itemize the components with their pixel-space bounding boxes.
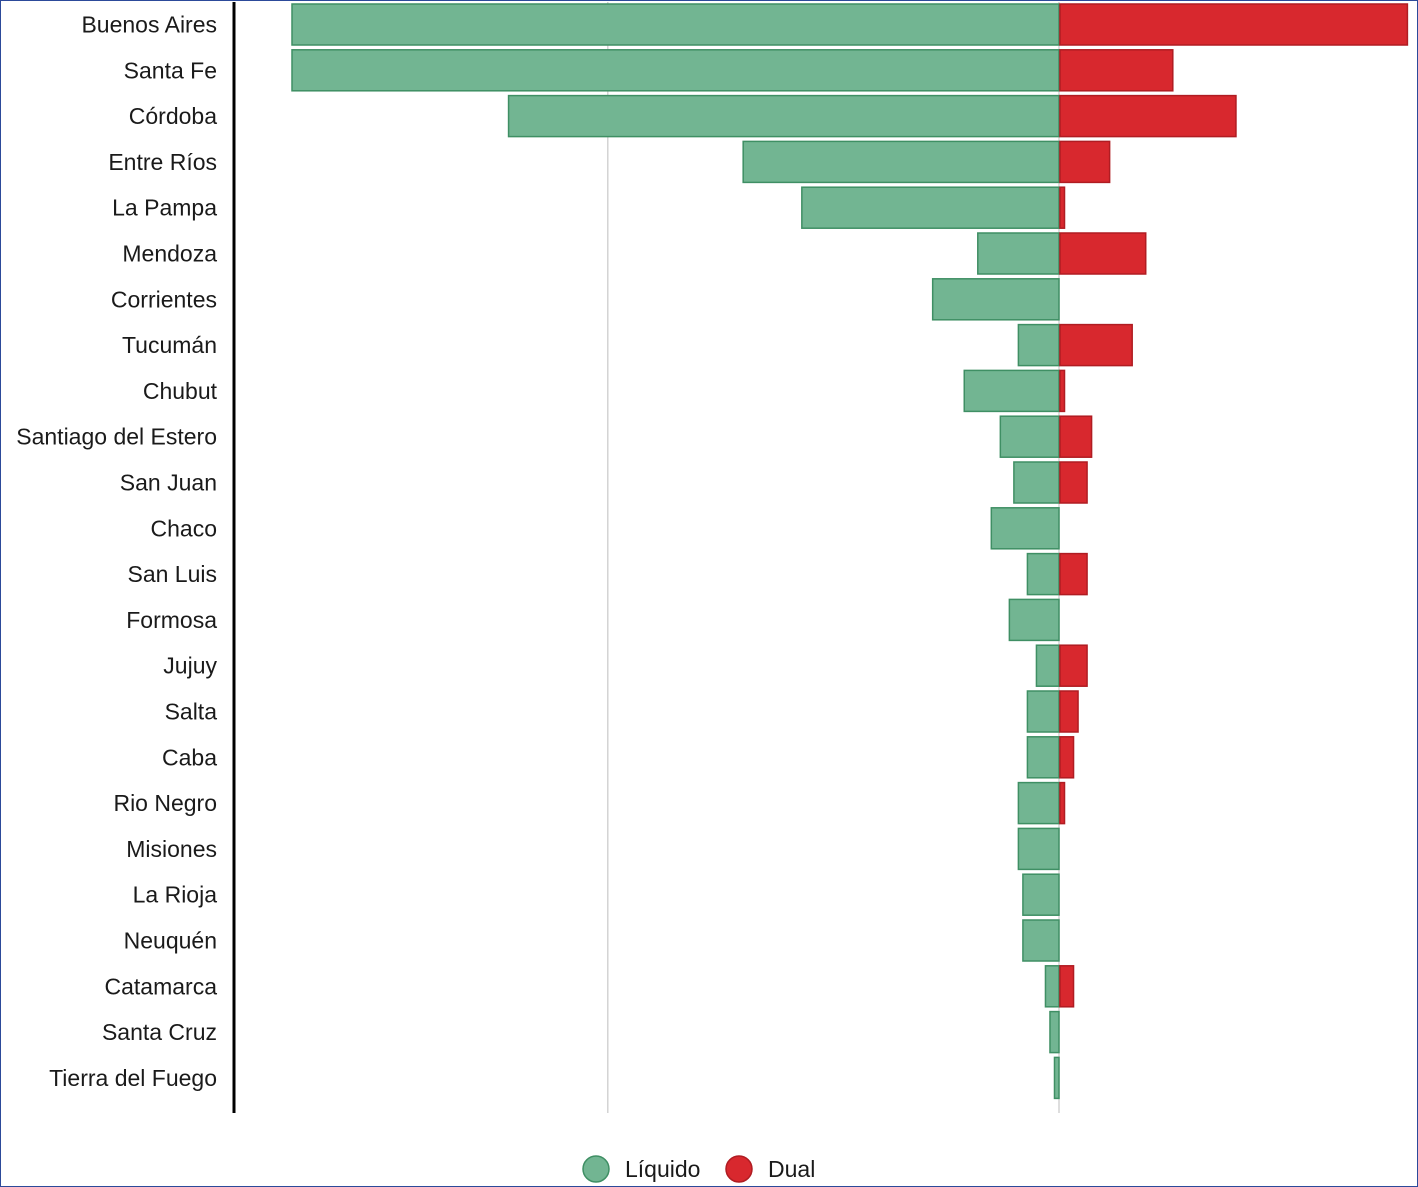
bar-dual-caba[interactable] [1059, 736, 1075, 779]
category-label-catamarca: Catamarca [105, 973, 218, 999]
bar-liquido-entre-rios[interactable] [742, 140, 1060, 184]
bar-dual-san-luis[interactable] [1059, 552, 1088, 596]
legend-swatch-liquido [582, 1155, 610, 1183]
bar-liquido-chaco[interactable] [990, 507, 1060, 550]
bar-liquido-buenos-aires[interactable] [291, 3, 1060, 46]
bar-dual-salta[interactable] [1059, 690, 1079, 733]
category-label-entre-rios: Entre Ríos [108, 149, 217, 175]
bar-liquido-santiago-del-estero[interactable] [999, 415, 1060, 458]
category-label-buenos-aires: Buenos Aires [81, 12, 217, 38]
category-label-misiones: Misiones [126, 836, 217, 862]
category-label-tierra-del-fuego: Tierra del Fuego [49, 1065, 217, 1091]
bar-dual-santiago-del-estero[interactable] [1059, 415, 1093, 458]
bar-dual-rio-negro[interactable] [1059, 781, 1066, 825]
bar-liquido-santa-fe[interactable] [291, 49, 1060, 92]
bars [291, 3, 1409, 1100]
bar-dual-chubut[interactable] [1059, 369, 1066, 413]
bar-liquido-misiones[interactable] [1017, 827, 1060, 871]
bar-liquido-chubut[interactable] [963, 369, 1060, 413]
category-label-salta: Salta [165, 699, 218, 725]
bar-dual-santa-fe[interactable] [1059, 49, 1174, 92]
bar-dual-catamarca[interactable] [1059, 965, 1075, 1008]
category-label-la-pampa: La Pampa [112, 195, 217, 221]
bar-dual-cordoba[interactable] [1059, 94, 1237, 138]
category-label-santa-cruz: Santa Cruz [102, 1019, 217, 1045]
bar-dual-buenos-aires[interactable] [1059, 3, 1409, 46]
category-label-san-juan: San Juan [120, 470, 217, 496]
category-label-jujuy: Jujuy [163, 653, 217, 679]
category-label-caba: Caba [162, 744, 217, 770]
category-label-neuquen: Neuquén [124, 928, 217, 954]
bar-liquido-catamarca[interactable] [1044, 965, 1060, 1008]
legend-label-liquido: Líquido [625, 1156, 700, 1182]
bar-dual-tucuman[interactable] [1059, 323, 1133, 367]
bar-dual-jujuy[interactable] [1059, 644, 1088, 687]
bar-liquido-corrientes[interactable] [931, 278, 1060, 321]
bar-liquido-neuquen[interactable] [1022, 919, 1060, 962]
category-label-tucuman: Tucumán [122, 332, 217, 358]
category-label-cordoba: Córdoba [129, 103, 217, 129]
bar-liquido-la-rioja[interactable] [1022, 873, 1060, 916]
bar-liquido-salta[interactable] [1026, 690, 1060, 733]
category-label-corrientes: Corrientes [111, 286, 217, 312]
category-label-santa-fe: Santa Fe [124, 57, 217, 83]
bar-liquido-cordoba[interactable] [507, 94, 1060, 138]
bar-liquido-caba[interactable] [1026, 736, 1060, 779]
bar-dual-san-juan[interactable] [1059, 461, 1088, 504]
bar-liquido-mendoza[interactable] [977, 232, 1060, 275]
legend[interactable]: Líquido Dual [582, 1155, 815, 1183]
category-labels: Buenos Aires Santa Fe Córdoba Entre Ríos La … [16, 12, 217, 1091]
category-label-santiago-del-estero: Santiago del Estero [16, 424, 217, 450]
category-label-mendoza: Mendoza [122, 241, 217, 267]
bar-liquido-rio-negro[interactable] [1017, 781, 1060, 825]
bar-liquido-la-pampa[interactable] [801, 186, 1060, 229]
category-label-rio-negro: Rio Negro [113, 790, 217, 816]
bar-liquido-san-luis[interactable] [1026, 552, 1060, 596]
category-label-formosa: Formosa [126, 607, 217, 633]
bar-liquido-formosa[interactable] [1008, 598, 1060, 642]
bar-dual-mendoza[interactable] [1059, 232, 1147, 275]
category-label-chaco: Chaco [151, 515, 217, 541]
bar-liquido-san-juan[interactable] [1013, 461, 1060, 504]
legend-label-dual: Dual [768, 1156, 815, 1182]
legend-swatch-dual [725, 1155, 753, 1183]
bar-liquido-tucuman[interactable] [1017, 323, 1060, 367]
bar-dual-la-pampa[interactable] [1059, 186, 1066, 229]
bar-dual-entre-rios[interactable] [1059, 140, 1111, 184]
category-label-san-luis: San Luis [127, 561, 217, 587]
bar-liquido-jujuy[interactable] [1035, 644, 1060, 687]
category-label-chubut: Chubut [143, 378, 218, 404]
category-label-la-rioja: La Rioja [133, 882, 218, 908]
bar-liquido-santa-cruz[interactable] [1049, 1010, 1060, 1054]
bar-liquido-tierra-del-fuego[interactable] [1053, 1056, 1060, 1100]
